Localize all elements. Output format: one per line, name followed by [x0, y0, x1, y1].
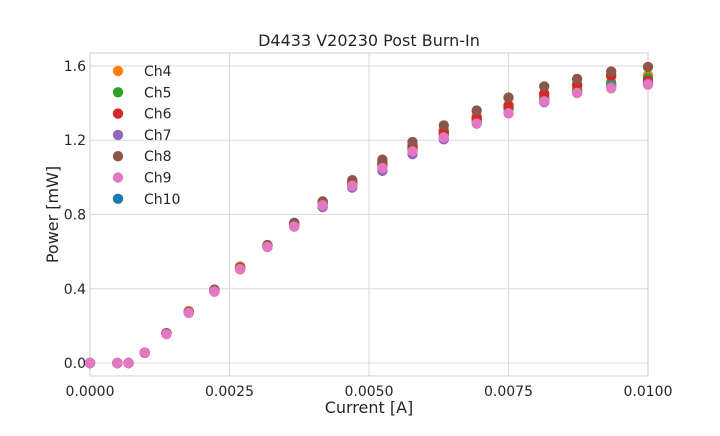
- legend-marker: [112, 87, 124, 98]
- data-point: [407, 146, 418, 157]
- data-point: [503, 92, 514, 103]
- series-ch9: [84, 79, 654, 369]
- data-point: [377, 154, 388, 165]
- data-point: [183, 307, 194, 319]
- data-point: [161, 329, 172, 340]
- data-point: [317, 200, 328, 211]
- legend-entry-ch9: Ch9: [112, 171, 172, 187]
- legend-marker: [112, 108, 124, 119]
- legend-entry-ch10: Ch10: [112, 192, 180, 208]
- data-point: [438, 132, 449, 143]
- legend-marker: [112, 129, 124, 141]
- data-point: [234, 264, 246, 275]
- data-point: [84, 357, 96, 369]
- plot-border: [89, 52, 649, 377]
- y-tick-label: 0.4: [64, 282, 86, 298]
- data-point: [407, 136, 418, 148]
- legend-marker: [112, 172, 124, 183]
- legend-entry-ch8: Ch8: [112, 149, 172, 165]
- x-tick-label: 0.0025: [205, 384, 254, 400]
- data-point: [347, 180, 358, 191]
- legend-label: Ch8: [144, 149, 172, 165]
- x-tick-label: 0.0075: [484, 384, 533, 400]
- x-tick-labels: 0.0000 0.0025 0.0050 0.0075 0.0100: [66, 384, 673, 400]
- data-point: [539, 96, 550, 107]
- y-tick-labels: 0.0 0.4 0.8 1.2 1.6: [64, 59, 86, 372]
- legend-marker: [112, 65, 124, 77]
- legend-label: Ch7: [144, 128, 172, 144]
- data-point: [262, 241, 273, 253]
- chart-title: D4433 V20230 Post Burn-In: [258, 31, 480, 50]
- data-point: [605, 66, 617, 77]
- legend-label: Ch6: [144, 107, 172, 123]
- data-point: [503, 100, 514, 112]
- data-points: [84, 61, 654, 369]
- grid: [89, 53, 649, 376]
- data-point: [571, 73, 583, 85]
- data-point: [112, 357, 123, 369]
- x-tick-label: 0.0000: [66, 384, 115, 400]
- data-point: [539, 88, 550, 100]
- data-point: [471, 105, 482, 116]
- data-point: [377, 162, 388, 174]
- y-tick-label: 1.2: [64, 133, 86, 149]
- legend-entry-ch5: Ch5: [112, 85, 172, 101]
- y-tick-label: 1.6: [64, 59, 86, 75]
- legend-entry-ch6: Ch6: [112, 107, 172, 123]
- data-point: [571, 87, 583, 99]
- x-tick-label: 0.0050: [345, 384, 394, 400]
- legend-label: Ch4: [144, 64, 172, 80]
- data-point: [605, 83, 617, 94]
- legend: Ch4 Ch5 Ch6 Ch7 Ch8 Ch9 Ch10: [112, 64, 180, 208]
- y-axis-label: Power [mW]: [43, 166, 62, 263]
- legend-entry-ch4: Ch4: [112, 64, 172, 80]
- legend-label: Ch5: [144, 85, 172, 101]
- data-point: [471, 118, 482, 129]
- plot-frame: [89, 52, 649, 377]
- data-point: [642, 61, 654, 73]
- legend-label: Ch10: [144, 192, 180, 208]
- data-point: [503, 108, 514, 119]
- x-tick-label: 0.0100: [624, 384, 673, 400]
- data-point: [438, 120, 449, 131]
- legend-marker: [112, 151, 124, 162]
- y-tick-label: 0.0: [64, 356, 86, 372]
- data-point: [289, 221, 300, 232]
- x-axis-label: Current [A]: [325, 398, 414, 417]
- data-point: [123, 357, 134, 369]
- legend-marker: [112, 193, 124, 204]
- legend-entry-ch7: Ch7: [112, 128, 172, 144]
- legend-label: Ch9: [144, 171, 172, 187]
- data-point: [139, 347, 150, 358]
- data-point: [642, 79, 654, 90]
- data-point: [209, 286, 220, 297]
- data-point: [539, 81, 550, 92]
- y-tick-label: 0.8: [64, 208, 86, 224]
